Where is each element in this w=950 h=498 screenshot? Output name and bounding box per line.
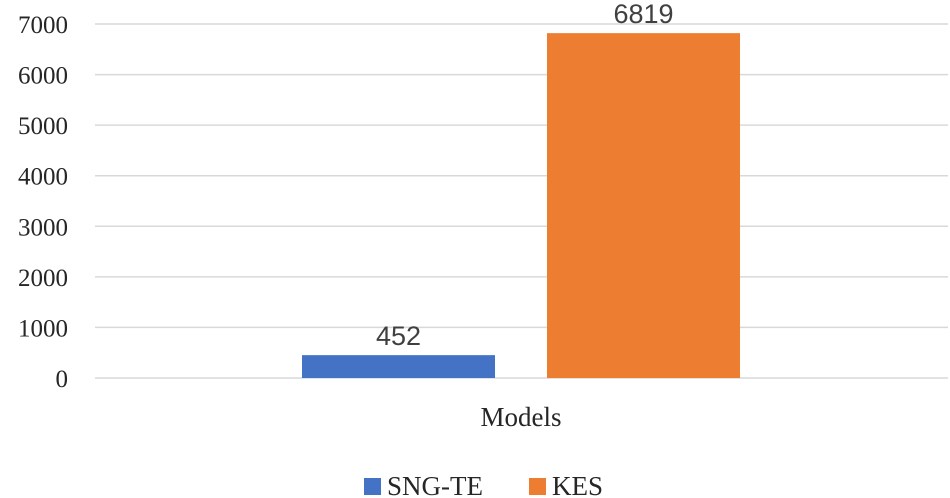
y-tick-label: 7000 xyxy=(18,12,68,39)
legend-label-kes: KES xyxy=(552,471,603,498)
bars xyxy=(302,33,740,378)
y-tick-label: 2000 xyxy=(18,265,68,292)
y-tick-label: 4000 xyxy=(18,164,68,191)
y-tick-label: 0 xyxy=(56,366,69,393)
data-labels: 452 6819 xyxy=(376,0,674,351)
y-axis-tick-labels: 0 1000 2000 3000 4000 5000 6000 7000 xyxy=(18,12,68,393)
y-tick-label: 1000 xyxy=(18,315,68,342)
data-label-kes: 6819 xyxy=(613,0,673,29)
bar-kes xyxy=(547,33,740,378)
y-tick-label: 5000 xyxy=(18,113,68,140)
legend-swatch-kes xyxy=(529,478,546,495)
gridlines xyxy=(95,23,948,379)
legend: SNG-TE KES xyxy=(364,471,603,498)
x-category-label: Models xyxy=(481,402,562,432)
y-tick-label: 3000 xyxy=(18,214,68,241)
legend-label-sng-te: SNG-TE xyxy=(387,471,483,498)
data-label-sng-te: 452 xyxy=(376,321,421,351)
bar-sng-te xyxy=(302,355,495,378)
y-tick-label: 6000 xyxy=(18,63,68,90)
legend-swatch-sng-te xyxy=(364,478,381,495)
